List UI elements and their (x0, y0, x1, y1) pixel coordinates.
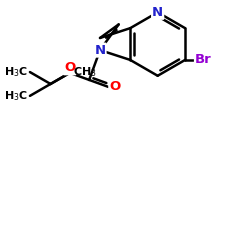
Text: O: O (64, 61, 76, 74)
Text: H$_3$C: H$_3$C (4, 89, 28, 103)
Text: Br: Br (195, 54, 212, 66)
Text: N: N (152, 6, 163, 19)
Text: N: N (94, 44, 106, 57)
Text: H$_3$C: H$_3$C (4, 65, 28, 79)
Text: CH$_3$: CH$_3$ (73, 65, 97, 79)
Text: O: O (109, 80, 120, 94)
